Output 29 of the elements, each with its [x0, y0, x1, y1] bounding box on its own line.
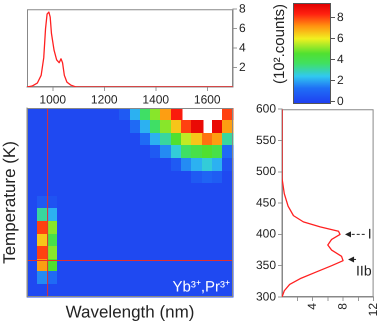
x-tick-label: 1200 — [90, 92, 118, 107]
y-tick-label: 350 — [256, 258, 276, 272]
y-tick-label: 6 — [239, 20, 246, 35]
y-tick-label: 500 — [256, 164, 276, 178]
annotation: IIb — [356, 262, 372, 278]
x-tick-label: 8 — [335, 302, 350, 310]
y-tick-label: 8 — [239, 2, 246, 16]
color-bar-label: 6 — [337, 30, 344, 45]
y-tick-label: 400 — [256, 226, 276, 241]
y-tick-label: 300 — [256, 289, 276, 304]
x-tick-label: 4 — [304, 302, 319, 310]
annotation: Yb³⁺,Pr³⁺ — [172, 278, 230, 296]
color-bar-label: 0 — [337, 94, 344, 108]
x-axis-title: Wavelength (nm) — [66, 302, 194, 322]
annotation: I — [368, 225, 372, 242]
x-tick-label: 1400 — [142, 92, 170, 107]
y-tick-label: 4 — [239, 40, 246, 54]
color-bar-title: (10².counts) — [271, 4, 288, 84]
x-tick-label: 12 — [366, 302, 380, 316]
y-tick-label: 450 — [256, 195, 276, 210]
y-axis-title: Temperature (K) — [0, 141, 19, 264]
color-bar-label: 4 — [337, 52, 344, 66]
x-tick-label: 1600 — [194, 92, 221, 107]
y-tick-label: 600 — [256, 102, 276, 116]
y-tick-label: 550 — [256, 132, 276, 147]
x-tick-label: 1000 — [39, 92, 66, 107]
color-bar-label: 8 — [337, 10, 344, 24]
y-tick-label: 2 — [239, 60, 246, 74]
color-bar-label: 2 — [337, 72, 344, 87]
